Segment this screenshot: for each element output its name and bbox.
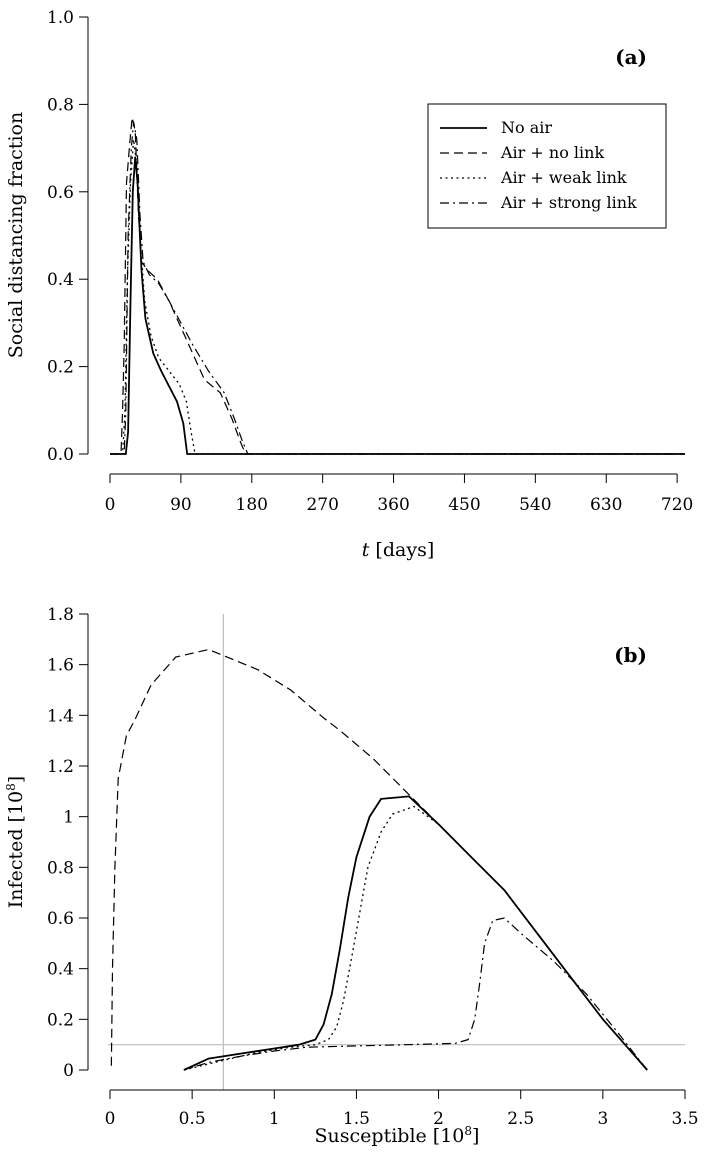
panel-a-x-tick-label: 630 [590, 495, 622, 515]
panel-a-x-tick-label: 270 [306, 495, 338, 515]
panel-a-y-tick-label: 1.0 [47, 8, 74, 28]
panel-a-x-tick-label: 360 [377, 495, 409, 515]
panel-b-y-tick-label: 1.6 [47, 656, 74, 676]
panel-a-series-air-weak-link [110, 139, 685, 455]
legend-label: Air + strong link [500, 193, 637, 212]
panel-a-x-tick-label: 90 [170, 495, 192, 515]
legend-label: No air [501, 118, 552, 137]
panel-a-series [110, 117, 685, 455]
panel-a-x-tick-label: 450 [448, 495, 480, 515]
panel-a-social-distancing: 0 90 180 270 360 450 540 630 720 0.0 0.2 0.4 0.6 0.8 1… [5, 8, 693, 561]
panel-b-y-tick-label: 0.2 [47, 1010, 74, 1030]
panel-b-y-tick-label: 1.2 [47, 757, 74, 777]
panel-b-axes: 0 0.5 1 1.5 2 2.5 3 3.5 0 0.2 0.4 0.6 0.8 1 1.2 1.4 1.6 1… [47, 605, 699, 1129]
panel-b-x-tick-label: 0.5 [179, 1109, 206, 1129]
legend-label: Air + weak link [500, 168, 627, 187]
panel-b-xlabel: Susceptible [108] [315, 1124, 480, 1147]
panel-b-y-tick-label: 1.4 [47, 706, 74, 726]
panel-b-x-tick-label: 2 [433, 1109, 444, 1129]
panel-a-x-tick-label: 180 [236, 495, 268, 515]
panel-a-legend: No air Air + no link Air + weak link Air + … [427, 103, 667, 229]
panel-b-series-air-weak-link [183, 805, 648, 1071]
legend-label: Air + no link [500, 143, 604, 162]
panel-a-x-tick-label: 540 [519, 495, 551, 515]
panel-b-series [110, 648, 648, 1071]
panel-b-x-tick-label: 1.5 [343, 1109, 370, 1129]
panel-b-y-tick-label: 1.8 [47, 605, 74, 625]
panel-b-series-air-strong-link [183, 917, 648, 1071]
panel-b-susceptible-infected: 0 0.5 1 1.5 2 2.5 3 3.5 0 0.2 0.4 0.6 0.8 1 1.2 1.4 1.6 1… [4, 605, 699, 1147]
panel-a-axes: 0 90 180 270 360 450 540 630 720 0.0 0.2 0.4 0.6 0.8 1… [47, 8, 693, 515]
panel-a-ylabel: Social distancing fraction [5, 112, 27, 358]
panel-b-reference-lines [108, 614, 685, 1090]
panel-a-tag: (a) [615, 45, 647, 69]
panel-a-series-no-air [110, 156, 685, 455]
panel-a-y-tick-label: 0.2 [47, 358, 74, 378]
panel-a-y-tick-label: 0.6 [47, 183, 74, 203]
panel-b-y-tick-label: 0.6 [47, 909, 74, 929]
panel-b-y-tick-label: 0.4 [47, 960, 74, 980]
panel-b-y-tick-label: 0 [63, 1061, 74, 1081]
panel-b-x-tick-label: 3 [597, 1109, 608, 1129]
panel-b-series-air-no-link [110, 648, 648, 1071]
panel-b-x-tick-label: 3.5 [671, 1109, 698, 1129]
panel-b-tag: (b) [614, 643, 647, 667]
panel-a-y-tick-label: 0.8 [47, 95, 74, 115]
panel-a-y-tick-label: 0.0 [47, 445, 74, 465]
panel-a-x-tick-label: 0 [105, 495, 116, 515]
panel-a-series-air-strong-link [110, 121, 685, 455]
panel-b-x-tick-label: 2.5 [507, 1109, 534, 1129]
panel-b-x-tick-label: 0 [105, 1109, 116, 1129]
legend-box [427, 103, 667, 229]
panel-a-y-tick-label: 0.4 [47, 270, 74, 290]
panel-a-series-air-no-link [110, 117, 685, 455]
panel-b-ylabel: Infected [108] [4, 776, 27, 908]
panel-a-x-tick-label: 720 [661, 495, 693, 515]
panel-b-x-tick-label: 1 [269, 1109, 280, 1129]
panel-b-y-tick-label: 0.8 [47, 858, 74, 878]
panel-b-series-no-air [183, 795, 648, 1071]
panel-b-y-tick-label: 1 [63, 808, 74, 828]
panel-a-xlabel: t [days] [362, 539, 434, 561]
